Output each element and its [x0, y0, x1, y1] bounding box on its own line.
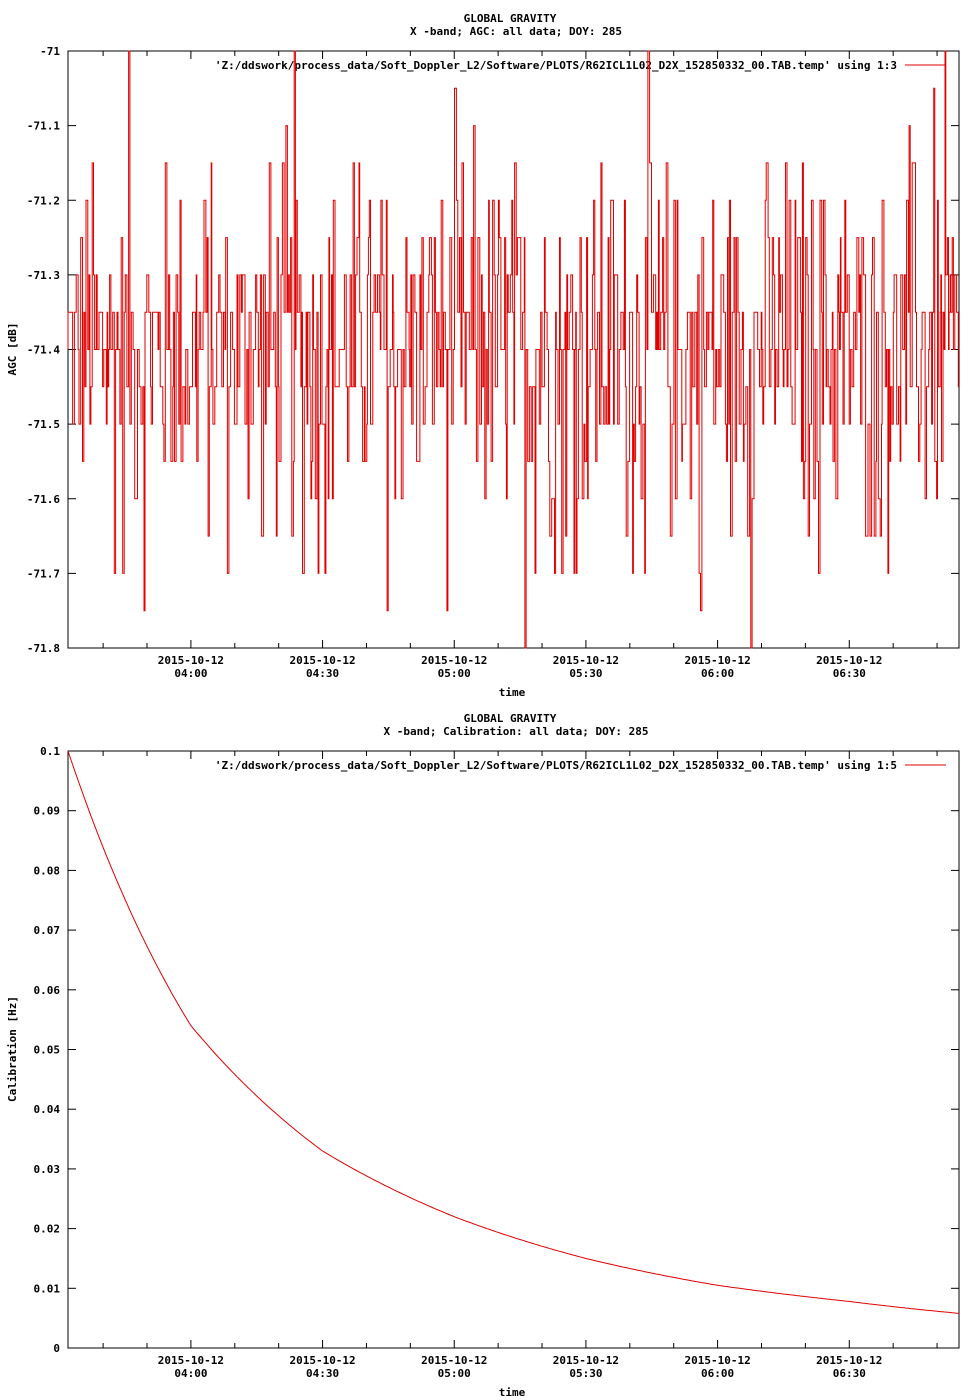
- agc-x-axis: 2015-10-1204:002015-10-1204:302015-10-12…: [102, 51, 938, 680]
- agc-x-axis-label: time: [499, 686, 526, 699]
- cal-y-tick-label: 0.02: [34, 1223, 61, 1236]
- agc-x-tick-date: 2015-10-12: [684, 654, 750, 667]
- calibration-plot-frame: [67, 750, 960, 1349]
- calibration-x-axis: 2015-10-1204:002015-10-1204:302015-10-12…: [102, 751, 938, 1380]
- agc-x-tick-time: 05:00: [438, 667, 471, 680]
- cal-y-tick-label: 0.08: [34, 864, 61, 877]
- agc-y-tick-label: -71.5: [27, 418, 60, 431]
- agc-x-tick-time: 06:30: [833, 667, 866, 680]
- cal-x-tick-time: 05:30: [569, 1367, 602, 1380]
- calibration-legend: 'Z:/ddswork/process_data/Soft_Doppler_L2…: [215, 759, 946, 772]
- cal-x-tick-date: 2015-10-12: [158, 1354, 224, 1367]
- cal-y-tick-label: 0.07: [34, 924, 61, 937]
- agc-x-tick-time: 04:00: [174, 667, 207, 680]
- agc-x-tick-time: 06:00: [701, 667, 734, 680]
- agc-y-axis: -71 -71.1 -71.2 -71.3 -71.4 -71.5 -71.6 -71.7 -7…: [27, 45, 959, 655]
- cal-y-tick-label: 0.09: [34, 805, 61, 818]
- cal-x-tick-date: 2015-10-12: [553, 1354, 619, 1367]
- agc-chart-subtitle: X -band; AGC: all data; DOY: 285: [410, 25, 622, 38]
- cal-x-tick-time: 04:30: [306, 1367, 339, 1380]
- agc-chart-title: GLOBAL GRAVITY: [464, 12, 557, 25]
- agc-y-tick-label: -71.7: [27, 567, 60, 580]
- cal-x-tick-date: 2015-10-12: [684, 1354, 750, 1367]
- agc-x-tick-time: 04:30: [306, 667, 339, 680]
- cal-x-tick-date: 2015-10-12: [816, 1354, 882, 1367]
- cal-x-tick-time: 04:00: [174, 1367, 207, 1380]
- cal-x-tick-time: 05:00: [438, 1367, 471, 1380]
- agc-y-tick-label: -71.2: [27, 194, 60, 207]
- agc-x-tick-date: 2015-10-12: [289, 654, 355, 667]
- agc-x-tick-date: 2015-10-12: [421, 654, 487, 667]
- calibration-y-axis-label: Calibration [Hz]: [6, 996, 19, 1102]
- agc-series-line: [67, 50, 959, 649]
- agc-y-tick-label: -71.3: [27, 269, 60, 282]
- cal-y-tick-label: 0.1: [40, 745, 60, 758]
- calibration-chart-subtitle: X -band; Calibration: all data; DOY: 285: [384, 725, 649, 738]
- cal-y-tick-label: 0.03: [34, 1163, 61, 1176]
- agc-x-tick-date: 2015-10-12: [553, 654, 619, 667]
- cal-y-tick-label: 0.06: [34, 984, 61, 997]
- cal-y-tick-label: 0.04: [34, 1103, 61, 1116]
- cal-x-tick-time: 06:00: [701, 1367, 734, 1380]
- calibration-y-axis: 0.1 0.09 0.08 0.07 0.06 0.05 0.04 0.03 0.02 0.01 0: [34, 745, 959, 1355]
- agc-y-tick-label: -71.6: [27, 493, 60, 506]
- calibration-chart-title: GLOBAL GRAVITY: [464, 712, 557, 725]
- calibration-x-axis-label: time: [499, 1386, 526, 1399]
- cal-y-tick-label: 0.01: [34, 1282, 61, 1295]
- agc-chart: GLOBAL GRAVITY X -band; AGC: all data; D…: [6, 12, 960, 699]
- agc-x-tick-time: 05:30: [569, 667, 602, 680]
- calibration-chart: GLOBAL GRAVITY X -band; Calibration: all…: [6, 712, 960, 1399]
- agc-y-axis-label: AGC [dB]: [6, 323, 19, 376]
- cal-y-tick-label: 0: [53, 1342, 60, 1355]
- cal-x-tick-time: 06:30: [833, 1367, 866, 1380]
- agc-y-tick-label: -71.8: [27, 642, 60, 655]
- calibration-legend-label: 'Z:/ddswork/process_data/Soft_Doppler_L2…: [215, 759, 897, 772]
- agc-legend-label: 'Z:/ddswork/process_data/Soft_Doppler_L2…: [215, 59, 897, 72]
- agc-x-tick-date: 2015-10-12: [816, 654, 882, 667]
- agc-legend: 'Z:/ddswork/process_data/Soft_Doppler_L2…: [215, 59, 946, 72]
- cal-x-tick-date: 2015-10-12: [421, 1354, 487, 1367]
- calibration-series-line: [67, 750, 960, 1314]
- cal-y-tick-label: 0.05: [34, 1044, 61, 1057]
- agc-y-tick-label: -71: [40, 45, 60, 58]
- agc-y-tick-label: -71.1: [27, 120, 60, 133]
- agc-x-tick-date: 2015-10-12: [158, 654, 224, 667]
- agc-y-tick-label: -71.4: [27, 344, 60, 357]
- cal-x-tick-date: 2015-10-12: [289, 1354, 355, 1367]
